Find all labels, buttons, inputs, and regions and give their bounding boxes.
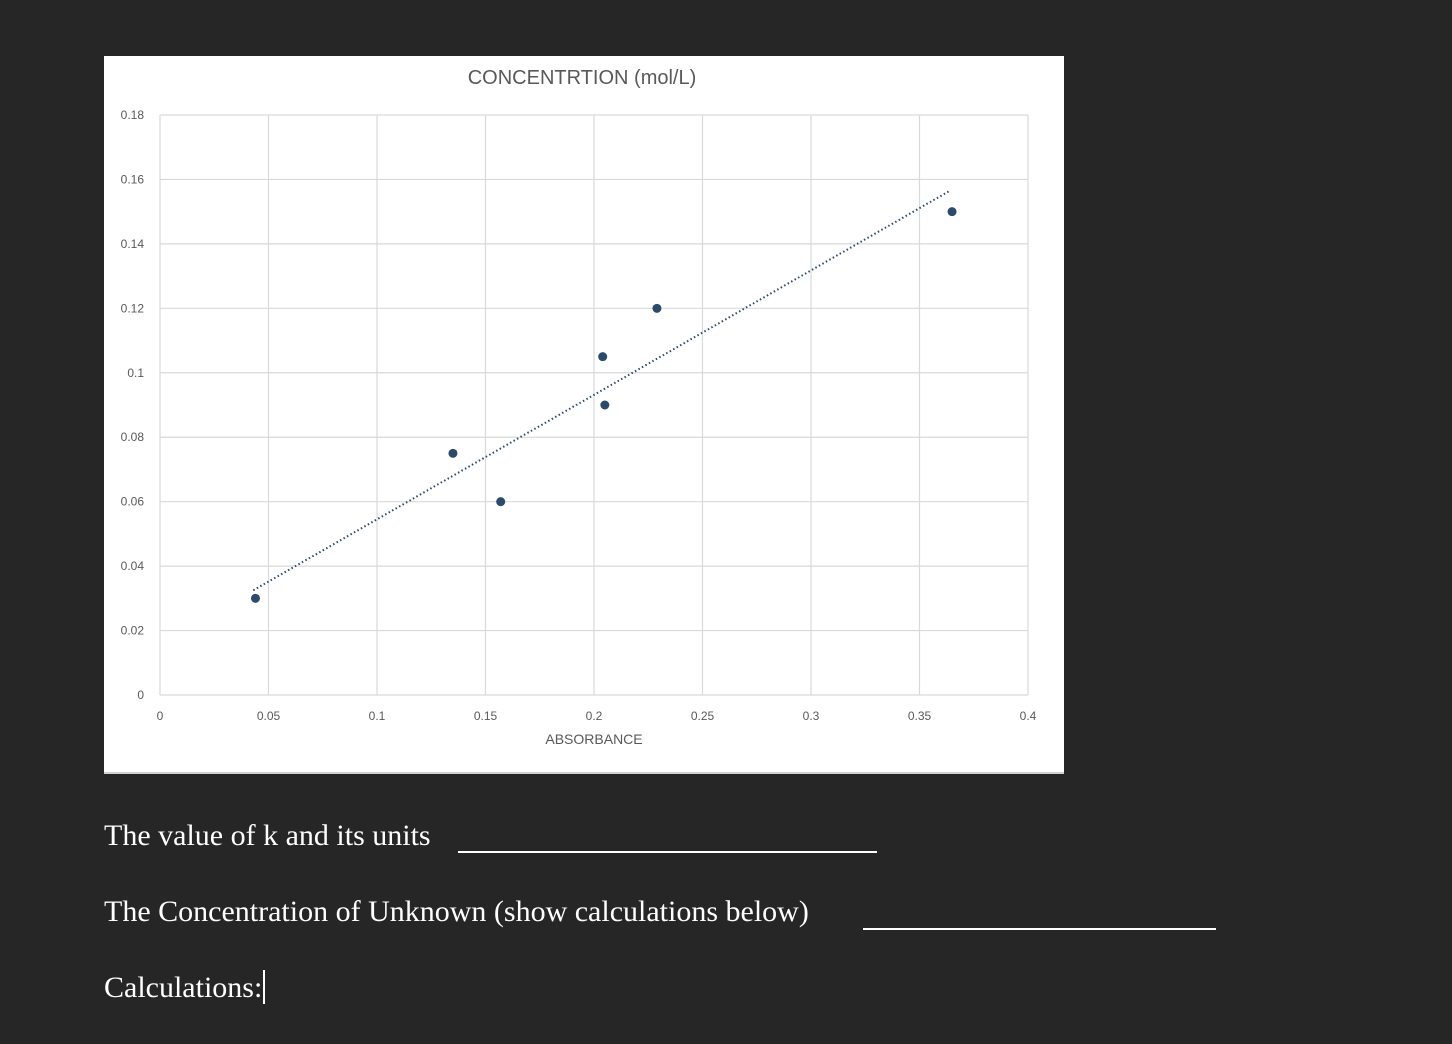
y-tick-label: 0.1 [127,366,144,380]
chart-title: CONCENTRTION (mol/L) [467,67,697,89]
trendline [252,189,951,592]
calculations-label: Calculations: [104,971,263,1004]
k-value-label: The value of k and its units [104,819,431,852]
unknown-concentration-label: The Concentration of Unknown (show calcu… [104,895,809,928]
data-point [598,352,608,362]
data-point [250,593,260,603]
data-point [600,400,610,410]
y-tick-label: 0.08 [121,430,145,444]
calculations-prompt[interactable]: Calculations: [104,970,266,1006]
x-tick-label: 0.4 [1020,709,1037,723]
y-tick-label: 0 [137,688,144,702]
y-tick-label: 0.12 [121,301,145,315]
scatter-chart[interactable]: 0 0.05 0.1 0.15 0.2 0.25 0.3 0.35 0.4 0 0.02 0.04 0.… [104,56,1064,774]
y-tick-label: 0.14 [121,237,145,251]
unknown-concentration-answer-blank[interactable] [863,928,1216,930]
y-tick-label: 0.16 [121,172,145,186]
data-point [947,207,957,217]
x-axis-label: ABSORBANCE [545,731,643,747]
x-tick-label: 0 [157,709,164,723]
y-tick-label: 0.18 [121,108,145,122]
x-tick-label: 0.2 [586,709,603,723]
x-tick-label: 0.35 [908,709,932,723]
data-point [496,497,506,507]
x-tick-label: 0.25 [691,709,715,723]
chart-plot-area: 0 0.05 0.1 0.15 0.2 0.25 0.3 0.35 0.4 0 0.02 0.04 0.… [121,108,1037,723]
data-point [652,303,662,313]
x-tick-label: 0.1 [369,709,386,723]
y-tick-label: 0.06 [121,495,145,509]
x-tick-label: 0.15 [474,709,498,723]
x-tick-label: 0.3 [803,709,820,723]
unknown-concentration-prompt: The Concentration of Unknown (show calcu… [104,894,809,930]
k-value-prompt: The value of k and its units [104,818,431,854]
data-point [448,448,458,458]
k-value-answer-blank[interactable] [458,851,877,853]
x-tick-label: 0.05 [257,709,281,723]
y-tick-label: 0.02 [121,624,145,638]
y-tick-label: 0.04 [121,559,145,573]
text-cursor [263,970,266,1004]
